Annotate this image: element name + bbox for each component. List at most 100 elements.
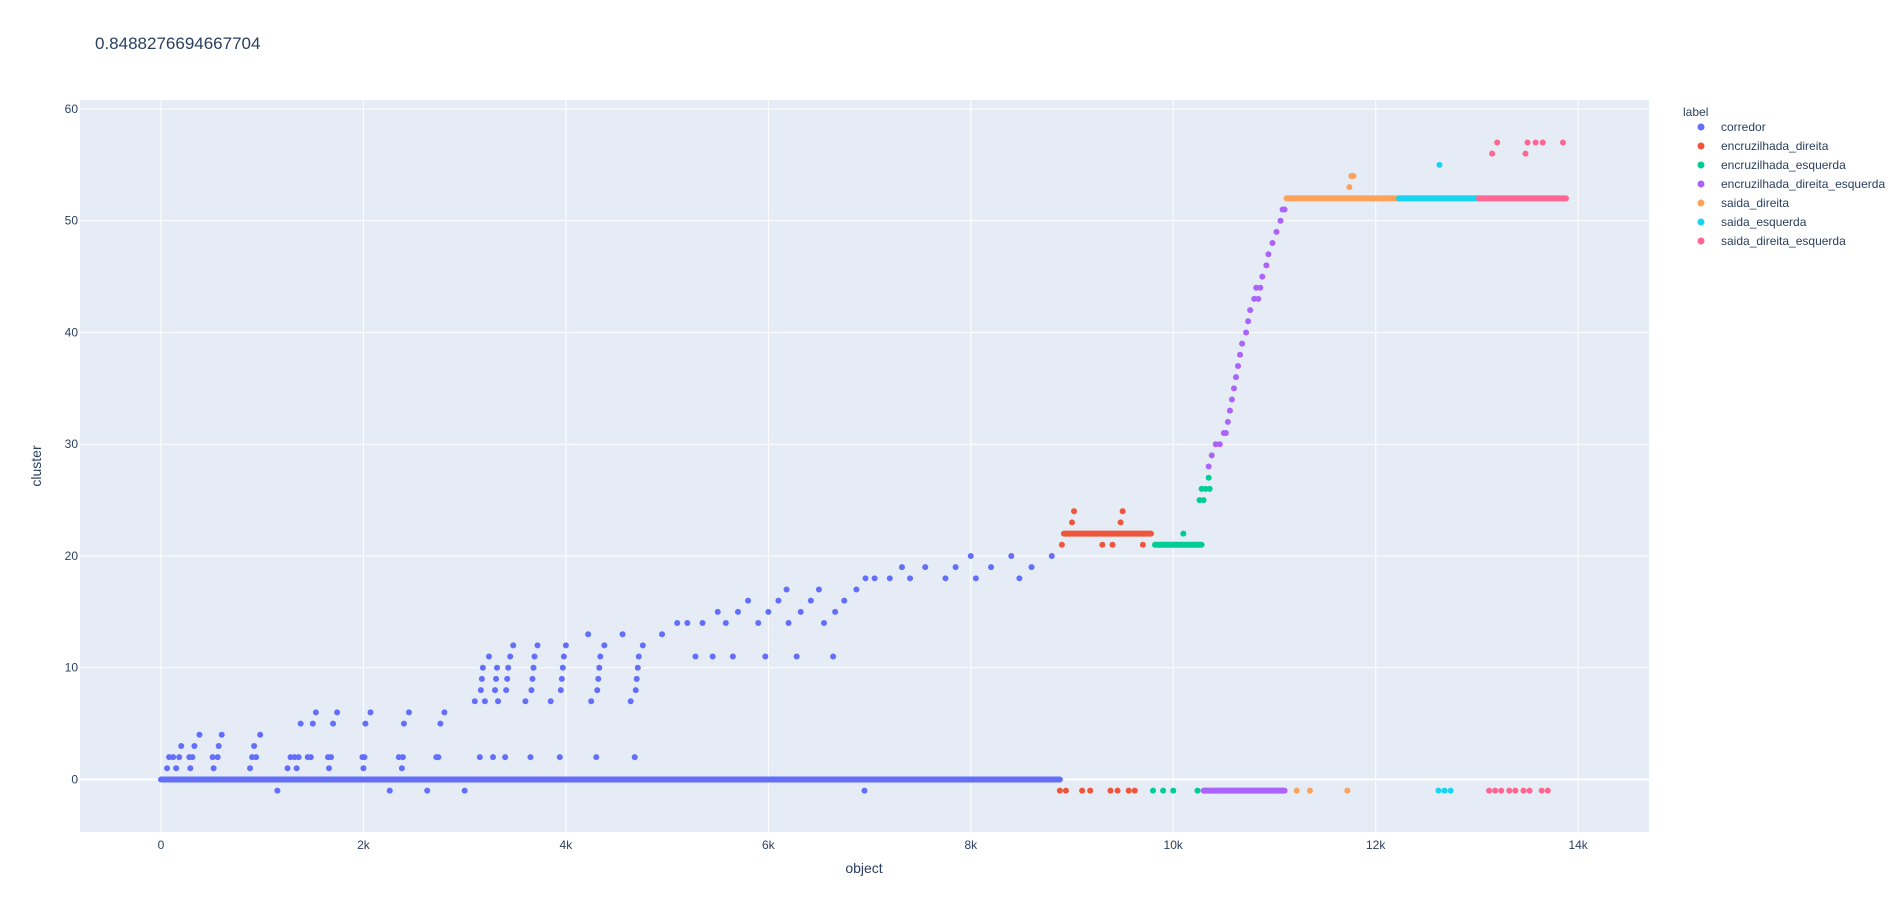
data-point [765,608,772,615]
data-point [527,754,534,761]
x-tick-label: 6k [762,838,776,852]
data-point [619,631,626,638]
legend-marker [1697,161,1705,169]
data-point [1208,452,1215,459]
data-point [1263,262,1270,269]
data-point [1489,150,1496,157]
data-point [437,720,444,727]
data-point [1273,228,1280,235]
data-point [684,620,691,627]
data-point [1237,351,1244,358]
data-point [1056,787,1063,794]
series-saida_direita_esquerda [1475,139,1569,794]
legend[interactable]: label corredor encruzilhada_direitaencruz… [1683,105,1885,248]
data-point [386,787,393,794]
data-point [181,776,188,783]
data-point [334,709,341,716]
data-point [967,552,974,559]
data-point [297,720,304,727]
legend-marker [1697,237,1705,245]
series-saida_direita [1283,172,1402,794]
data-point [807,597,814,604]
y-tick-label: 40 [65,325,79,339]
data-point [274,787,281,794]
data-point [531,653,538,660]
data-point [1016,575,1023,582]
legend-label: saida_direita_esquerda [1721,234,1846,248]
data-point [476,754,483,761]
data-point [871,575,878,582]
data-point [1447,787,1454,794]
data-point [307,754,314,761]
data-point [209,754,216,761]
data-point [639,642,646,649]
data-point [1069,519,1076,526]
data-point [360,765,367,772]
data-point [1522,150,1529,157]
data-point [398,765,405,772]
data-point [170,754,177,761]
legend-label: saida_direita [1721,196,1789,210]
data-point [367,709,374,716]
data-point [1243,329,1250,336]
data-point [722,620,729,627]
data-point [558,675,565,682]
data-point [189,754,196,761]
data-point [1107,787,1114,794]
data-point [597,653,604,660]
data-point [176,754,183,761]
data-point [659,631,666,638]
data-point [972,575,979,582]
series-corredor [157,552,1063,794]
x-tick-label: 14k [1568,838,1588,852]
data-point [714,608,721,615]
data-point [785,620,792,627]
data-point [1230,385,1237,392]
data-point [1344,787,1351,794]
data-point [505,664,512,671]
data-point [1498,787,1505,794]
legend-item-encruzilhada_direita[interactable]: encruzilhada_direita [1697,139,1829,153]
data-point [1194,787,1201,794]
legend-item-saida_direita[interactable]: saida_direita [1697,196,1790,210]
data-point [479,664,486,671]
data-point [632,687,639,694]
data-point [942,575,949,582]
data-point [178,742,185,749]
data-point [1109,541,1116,548]
legend-marker [1697,123,1705,131]
series-saida_esquerda [1395,161,1482,794]
legend-item-encruzilhada_esquerda[interactable]: encruzilhada_esquerda [1697,158,1847,172]
y-tick-label: 30 [65,437,79,451]
data-point [528,687,535,694]
data-point [164,765,171,772]
data-point [631,754,638,761]
data-point [821,620,828,627]
data-point [1149,787,1156,794]
x-tick-label: 10k [1164,838,1184,852]
data-point [547,698,554,705]
data-point [1099,541,1106,548]
data-point [1224,418,1231,425]
data-point [1492,787,1499,794]
data-point [886,575,893,582]
data-point [187,765,194,772]
legend-label: encruzilhada_direita_esquerda [1721,177,1885,191]
legend-item-encruzilhada_direita_esquerda[interactable]: encruzilhada_direita_esquerda [1697,177,1886,191]
data-point [783,586,790,593]
data-point [502,754,509,761]
data-point [492,687,499,694]
data-point [1062,787,1069,794]
data-point [1520,787,1527,794]
data-point [861,787,868,794]
data-point [1048,552,1055,559]
x-tick-label: 12k [1366,838,1386,852]
data-point [692,653,699,660]
data-point [1526,787,1533,794]
legend-item-saida_direita_esquerda[interactable]: saida_direita_esquerda [1697,234,1847,248]
data-point [284,765,291,772]
data-point [1269,240,1276,247]
legend-item-saida_esquerda[interactable]: saida_esquerda [1697,215,1807,229]
legend-item-corredor[interactable]: corredor [1697,120,1766,134]
